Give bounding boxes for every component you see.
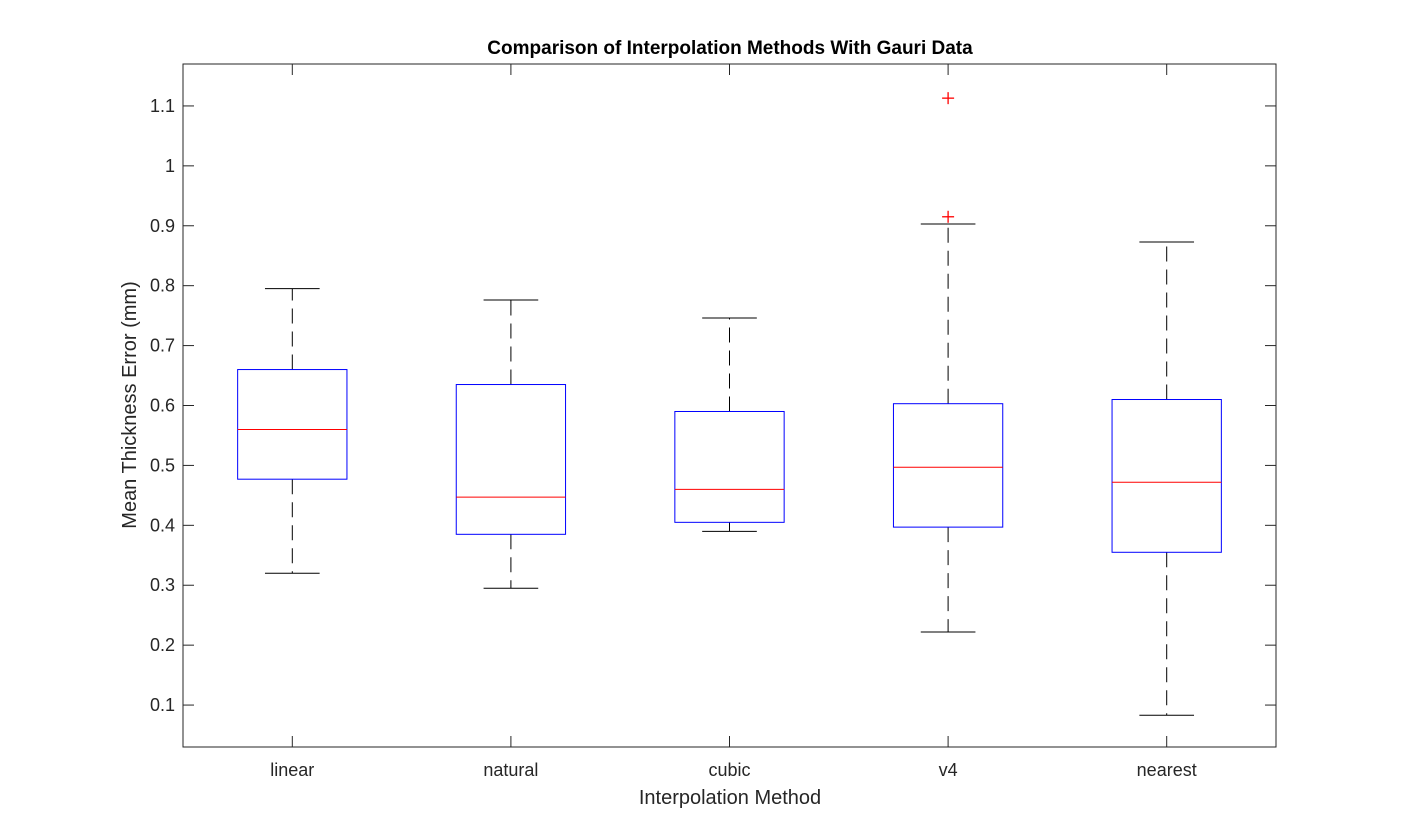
x-axis-label: Interpolation Method [639,787,821,809]
iqr-box [892,403,1004,528]
y-tick-label: 0.5 [150,455,175,475]
x-tick-label: linear [270,760,314,780]
outlier-marker [942,92,955,105]
x-tick-label: v4 [939,760,958,780]
iqr-box [237,369,348,480]
outlier-marker [942,210,955,223]
box-v4 [892,92,1004,633]
y-tick-label: 0.6 [150,396,175,416]
iqr-box [1111,399,1222,553]
y-tick-label: 1 [165,156,175,176]
y-tick-label: 0.3 [150,575,175,595]
x-tick-label: natural [483,760,538,780]
y-tick-label: 0.7 [150,336,175,356]
y-tick-label: 0.8 [150,276,175,296]
y-axis-label: Mean Thickness Error (mm) [119,281,141,528]
box-cubic [674,317,785,532]
y-tick-label: 0.2 [150,635,175,655]
y-axis: 0.1 0.2 0.3 0.4 0.5 0.6 0.7 0.8 0.9 1 1.1 [150,96,1276,715]
chart-title: Comparison of Interpolation Methods With… [487,38,973,59]
iqr-box [674,410,785,523]
y-tick-label: 0.1 [150,695,175,715]
x-tick-label: cubic [708,760,750,780]
y-tick-label: 0.4 [150,515,175,535]
box-linear [237,288,348,574]
x-axis: linear natural cubic v4 nearest [270,64,1197,780]
y-tick-label: 0.9 [150,216,175,236]
boxplot-series [237,92,1222,716]
box-natural [455,299,567,589]
box-nearest [1111,241,1222,716]
y-tick-label: 1.1 [150,96,175,116]
iqr-box [455,384,567,535]
x-tick-label: nearest [1137,760,1197,780]
